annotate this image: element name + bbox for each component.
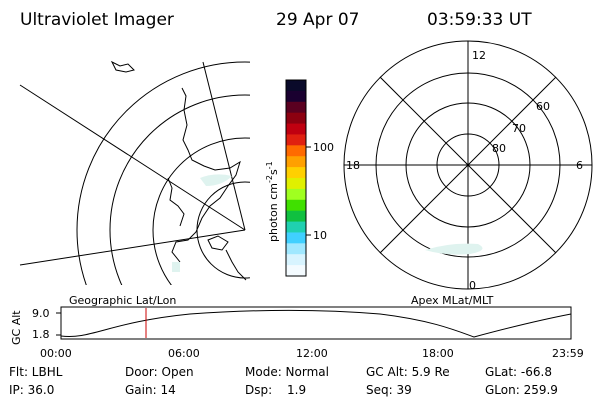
colorbar-band (286, 188, 306, 201)
longitude-line (19, 84, 246, 231)
colorbar: 100 10 photon cm-2s-1 (265, 79, 334, 277)
instrument-title: Ultraviolet Imager (20, 10, 174, 30)
colorbar-band (286, 123, 306, 136)
aurora-emission (200, 174, 232, 186)
mlt-label-18: 18 (346, 159, 360, 172)
coastline (171, 87, 241, 263)
colorbar-band (286, 221, 306, 234)
colorbar-tick-10: 10 (313, 229, 327, 242)
filter-info: Flt: LBHL (9, 365, 63, 379)
door-info: Door: Open (125, 365, 194, 379)
aurora-emission (172, 262, 180, 272)
altitude-x-tick: 18:00 (422, 347, 454, 360)
dsp-label: Dsp: (245, 383, 272, 397)
magnetic-polar-plot: 12 18 6 0 60 70 80 (343, 40, 593, 292)
latitude-circle (76, 61, 250, 285)
coastline (207, 235, 229, 251)
glon-info: GLon: 259.9 (485, 383, 558, 397)
colorbar-gradient (286, 80, 306, 277)
aurora-emission (425, 243, 483, 255)
altitude-plot-frame (60, 306, 572, 340)
seq-info: Seq: 39 (366, 383, 412, 397)
colorbar-band (286, 112, 306, 125)
mlt-label-12: 12 (472, 49, 486, 62)
altitude-y-top: 9.0 (32, 307, 50, 320)
altitude-y-bottom: 1.8 (32, 328, 50, 341)
colorbar-frame (285, 79, 307, 277)
colorbar-band (286, 156, 306, 168)
lat-label-70: 70 (512, 122, 526, 135)
latitude-circle (109, 94, 250, 285)
geographic-label: Geographic Lat/Lon (69, 294, 176, 307)
coastline (225, 249, 247, 281)
lat-label-60: 60 (536, 100, 550, 113)
altitude-x-tick: 12:00 (296, 347, 328, 360)
colorbar-band (286, 101, 306, 114)
altitude-plot: 9.0 1.8 GC Alt 00:00 06:00 12:00 18:00 2… (10, 306, 584, 360)
mlt-diagonal (379, 76, 557, 254)
colorbar-band (286, 265, 306, 277)
altitude-x-tick: 06:00 (168, 347, 200, 360)
colorbar-band (286, 254, 306, 266)
latitude-circle (152, 137, 250, 285)
altitude-curve (60, 309, 572, 338)
colorbar-band (286, 167, 306, 179)
coastline (167, 177, 185, 227)
altitude-x-tick: 23:59 (552, 347, 584, 360)
lat-label-80: 80 (492, 142, 506, 155)
ip-info: IP: 36.0 (9, 383, 54, 397)
gain-info: Gain: 14 (125, 383, 176, 397)
colorbar-band (286, 199, 306, 212)
colorbar-tick-100: 100 (313, 141, 334, 154)
coastline (110, 60, 135, 73)
colorbar-band (286, 145, 306, 157)
longitude-line (19, 229, 246, 266)
dsp-value: 1.9 (287, 383, 306, 397)
mlt-label-6: 6 (576, 159, 583, 172)
colorbar-band (286, 134, 306, 146)
status-info: Flt: LBHL Door: Open Mode: Normal GC Alt… (9, 365, 558, 397)
colorbar-unit-label: photon cm-2s-1 (265, 161, 280, 242)
geographic-map (19, 60, 250, 285)
gc-alt-info: GC Alt: 5.9 Re (366, 365, 450, 379)
colorbar-band (286, 210, 306, 223)
glat-info: GLat: -66.8 (485, 365, 552, 379)
mode-info: Mode: Normal (245, 365, 329, 379)
colorbar-band (286, 232, 306, 244)
altitude-y-label: GC Alt (10, 310, 23, 345)
colorbar-band (286, 90, 306, 103)
mlt-label-0: 0 (469, 279, 476, 292)
apex-label: Apex MLat/MLT (411, 294, 494, 307)
date-label: 29 Apr 07 (276, 10, 359, 30)
time-label: 03:59:33 UT (427, 10, 532, 30)
altitude-x-tick: 00:00 (40, 347, 72, 360)
colorbar-band (286, 80, 306, 92)
colorbar-band (286, 178, 306, 190)
longitude-line (202, 61, 246, 231)
colorbar-band (286, 243, 306, 255)
